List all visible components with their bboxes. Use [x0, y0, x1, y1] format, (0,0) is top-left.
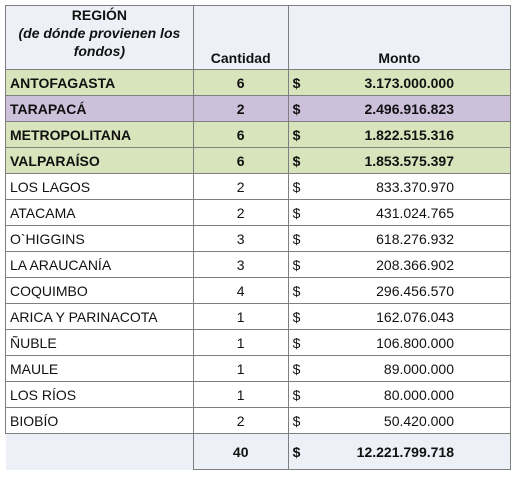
cantidad-cell: 6 — [192, 69, 289, 96]
monto-cell: $208.366.902 — [287, 251, 511, 278]
currency-symbol: $ — [292, 152, 301, 169]
cantidad-cell: 3 — [192, 251, 289, 278]
total-monto-cell: $12.221.799.718 — [287, 433, 511, 470]
region-cell: MAULE — [5, 355, 194, 382]
monto-value: 1.822.515.316 — [364, 126, 454, 143]
header-region-subtitle-2: fondos) — [73, 43, 126, 59]
region-cell: BIOBÍO — [5, 407, 194, 434]
monto-cell: $1.853.575.397 — [287, 147, 511, 174]
monto-cell: $106.800.000 — [287, 329, 511, 356]
table-row: COQUIMBO 4 $296.456.570 — [5, 277, 511, 304]
cantidad-cell: 6 — [192, 121, 289, 148]
monto-cell: $3.173.000.000 — [287, 69, 511, 96]
cantidad-cell: 2 — [192, 199, 289, 226]
currency-symbol: $ — [292, 443, 301, 460]
region-cell: ÑUBLE — [5, 329, 194, 356]
region-cell: O`HIGGINS — [5, 225, 194, 252]
currency-symbol: $ — [292, 412, 301, 429]
monto-value: 208.366.902 — [376, 256, 454, 273]
monto-cell: $431.024.765 — [287, 199, 511, 226]
monto-cell: $296.456.570 — [287, 277, 511, 304]
table-row: LA ARAUCANÍA 3 $208.366.902 — [5, 251, 511, 278]
cantidad-cell: 2 — [192, 173, 289, 200]
table-row: TARAPACÁ 2 $2.496.916.823 — [5, 95, 511, 122]
currency-symbol: $ — [292, 282, 301, 299]
header-monto: Monto — [287, 5, 511, 70]
funds-table-wrapper: REGIÓN (de dónde provienen los fondos) C… — [5, 5, 511, 470]
currency-symbol: $ — [292, 230, 301, 247]
monto-value: 2.496.916.823 — [364, 100, 454, 117]
total-monto-value: 12.221.799.718 — [356, 443, 454, 460]
cantidad-cell: 1 — [192, 355, 289, 382]
region-cell: ANTOFAGASTA — [5, 69, 194, 96]
monto-cell: $2.496.916.823 — [287, 95, 511, 122]
header-cantidad: Cantidad — [192, 5, 289, 70]
table-row: ANTOFAGASTA 6 $3.173.000.000 — [5, 69, 511, 96]
header-region: REGIÓN (de dónde provienen los fondos) — [5, 5, 194, 70]
cantidad-cell: 4 — [192, 277, 289, 304]
currency-symbol: $ — [292, 256, 301, 273]
region-cell: LOS RÍOS — [5, 381, 194, 408]
region-cell: METROPOLITANA — [5, 121, 194, 148]
cantidad-cell: 6 — [192, 147, 289, 174]
currency-symbol: $ — [292, 126, 301, 143]
monto-cell: $162.076.043 — [287, 303, 511, 330]
currency-symbol: $ — [292, 360, 301, 377]
monto-cell: $50.420.000 — [287, 407, 511, 434]
table-row: ARICA Y PARINACOTA 1 $162.076.043 — [5, 303, 511, 330]
region-cell: TARAPACÁ — [5, 95, 194, 122]
monto-cell: $80.000.000 — [287, 381, 511, 408]
cantidad-cell: 1 — [192, 303, 289, 330]
monto-cell: $1.822.515.316 — [287, 121, 511, 148]
monto-value: 618.276.932 — [376, 230, 454, 247]
region-cell: ATACAMA — [5, 199, 194, 226]
table-row: MAULE 1 $89.000.000 — [5, 355, 511, 382]
table-row: LOS LAGOS 2 $833.370.970 — [5, 173, 511, 200]
total-blank-cell — [5, 433, 194, 470]
region-cell: LA ARAUCANÍA — [5, 251, 194, 278]
monto-cell: $833.370.970 — [287, 173, 511, 200]
monto-cell: $89.000.000 — [287, 355, 511, 382]
monto-value: 80.000.000 — [383, 386, 454, 403]
monto-value: 162.076.043 — [376, 308, 454, 325]
cantidad-cell: 3 — [192, 225, 289, 252]
table-row: ATACAMA 2 $431.024.765 — [5, 199, 511, 226]
total-cantidad: 40 — [192, 433, 289, 470]
currency-symbol: $ — [292, 334, 301, 351]
funds-by-region-table: REGIÓN (de dónde provienen los fondos) C… — [5, 5, 511, 470]
table-row: BIOBÍO 2 $50.420.000 — [5, 407, 511, 434]
monto-value: 106.800.000 — [376, 334, 454, 351]
monto-value: 50.420.000 — [383, 412, 454, 429]
header-row: REGIÓN (de dónde provienen los fondos) C… — [5, 5, 511, 70]
currency-symbol: $ — [292, 386, 301, 403]
table-row: METROPOLITANA 6 $1.822.515.316 — [5, 121, 511, 148]
cantidad-cell: 2 — [192, 95, 289, 122]
region-cell: LOS LAGOS — [5, 173, 194, 200]
monto-value: 3.173.000.000 — [364, 74, 454, 91]
cantidad-cell: 1 — [192, 329, 289, 356]
header-region-title: REGIÓN — [71, 7, 127, 23]
region-cell: VALPARAÍSO — [5, 147, 194, 174]
currency-symbol: $ — [292, 100, 301, 117]
table-row: VALPARAÍSO 6 $1.853.575.397 — [5, 147, 511, 174]
monto-value: 833.370.970 — [376, 178, 454, 195]
cantidad-cell: 2 — [192, 407, 289, 434]
header-region-subtitle-1: (de dónde provienen los — [18, 25, 181, 41]
currency-symbol: $ — [292, 74, 301, 91]
table-row: O`HIGGINS 3 $618.276.932 — [5, 225, 511, 252]
currency-symbol: $ — [292, 204, 301, 221]
monto-value: 1.853.575.397 — [364, 152, 454, 169]
monto-cell: $618.276.932 — [287, 225, 511, 252]
monto-value: 89.000.000 — [383, 360, 454, 377]
region-cell: ARICA Y PARINACOTA — [5, 303, 194, 330]
cantidad-cell: 1 — [192, 381, 289, 408]
total-row: 40 $12.221.799.718 — [5, 433, 511, 470]
currency-symbol: $ — [292, 308, 301, 325]
table-row: LOS RÍOS 1 $80.000.000 — [5, 381, 511, 408]
monto-value: 431.024.765 — [376, 204, 454, 221]
monto-value: 296.456.570 — [376, 282, 454, 299]
currency-symbol: $ — [292, 178, 301, 195]
table-row: ÑUBLE 1 $106.800.000 — [5, 329, 511, 356]
region-cell: COQUIMBO — [5, 277, 194, 304]
